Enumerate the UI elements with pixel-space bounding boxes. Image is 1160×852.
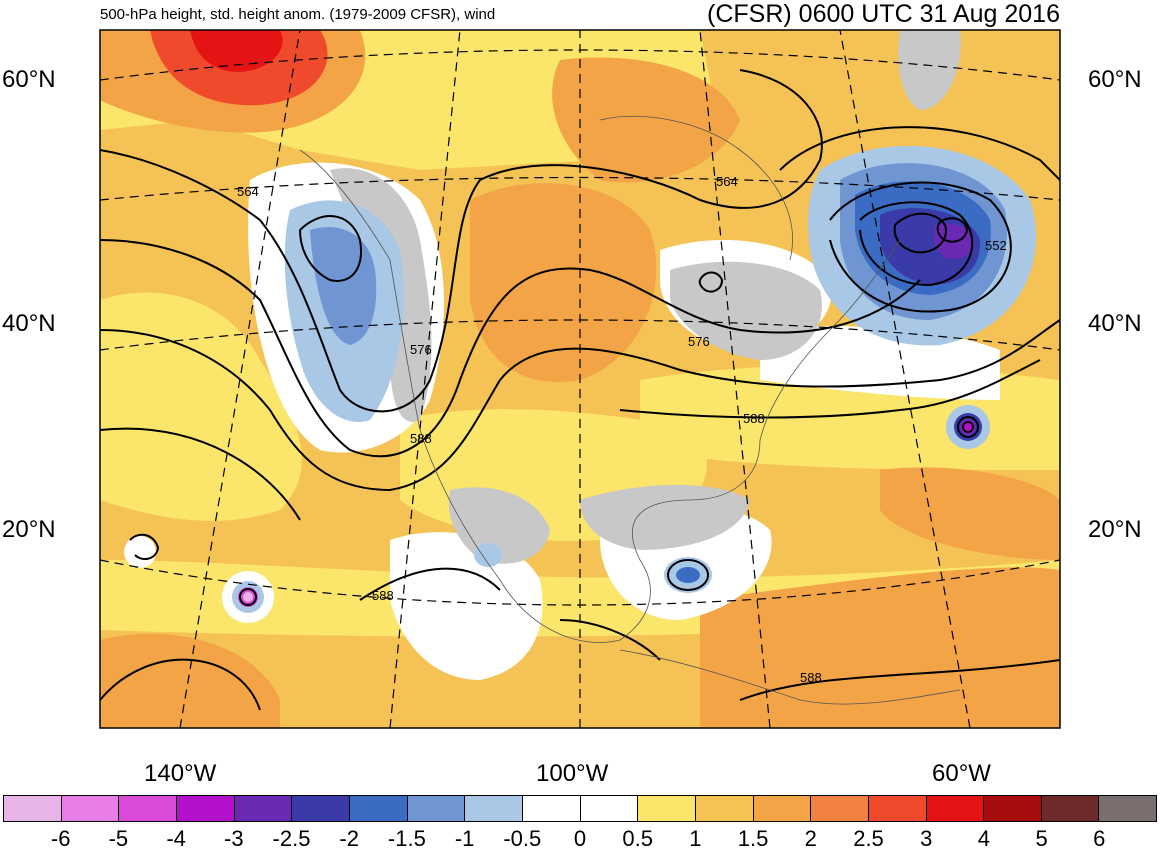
contour-label: 576 [688, 334, 710, 349]
contour-label: 552 [985, 238, 1007, 253]
terrain-gray-southeast [580, 485, 750, 550]
colorbar-swatch [61, 796, 120, 821]
anomaly-white-pacific-small [124, 536, 156, 568]
contour-label: 588 [743, 411, 765, 426]
colorbar-swatch [234, 796, 293, 821]
colorbar-tick-label: -0.5 [503, 826, 542, 851]
colorbar-swatch [695, 796, 754, 821]
colorbar-tick-label: 2 [804, 826, 817, 851]
colorbar-tick-label: 0.5 [622, 826, 653, 851]
lat-label-left-20n: 20°N [2, 516, 56, 543]
anomaly-baja-low [474, 543, 502, 567]
colorbar-swatch [292, 796, 350, 821]
anomaly-orange-central [470, 183, 657, 382]
lat-label-right-40n: 40°N [1088, 310, 1142, 337]
contour-label: 588 [800, 670, 822, 685]
colorbar-swatch [4, 796, 62, 821]
colorbar-tick-label: -2 [339, 826, 359, 851]
map-frame [99, 29, 1061, 729]
colorbar-swatch [984, 796, 1042, 821]
anomaly-orange-southwest [100, 633, 280, 728]
colorbar-tick-label: 1.5 [737, 826, 769, 851]
contour-label: 588 [410, 431, 432, 446]
anomaly-white-mexico [390, 532, 543, 680]
colorbar-swatch [522, 796, 581, 821]
colorbar-swatch [638, 796, 696, 821]
lat-label-right-20n: 20°N [1088, 516, 1142, 543]
colorbar-tick-label: 0 [573, 826, 587, 851]
colorbar-swatch [926, 796, 985, 821]
lat-label-left-40n: 40°N [2, 310, 56, 337]
anomaly-cyclone-pacific-core [243, 592, 253, 602]
anomaly-orange-north [552, 57, 740, 183]
colorbar-swatch [119, 796, 177, 821]
colorbar-swatch [1099, 796, 1157, 821]
colorbar-tick-label: 2.5 [853, 826, 884, 851]
colorbar-swatch [811, 796, 869, 821]
terrain-gray-east [670, 261, 822, 360]
anomaly-darkred-alaska [190, 30, 283, 72]
colorbar-swatch [407, 796, 466, 821]
colorbar-swatch [349, 796, 408, 821]
anomaly-yellow-west [100, 292, 302, 521]
contour-label: 564 [716, 174, 738, 189]
contour-label: 576 [410, 342, 432, 357]
anomaly-orange-southeast [700, 567, 1060, 728]
colorbar-tick-label: 3 [920, 826, 933, 851]
colorbar-tick-label: 5 [1035, 826, 1048, 851]
colorbar-tick-label: 4 [977, 826, 991, 851]
colorbar-swatch [868, 796, 927, 821]
colorbar-tick-label: -1.5 [387, 826, 426, 851]
lon-label-100w: 100°W [536, 760, 609, 787]
colorbar-tick-label: 1 [689, 826, 702, 851]
terrain-gray-greenland [898, 30, 961, 110]
colorbar [3, 795, 1157, 822]
map-title: (CFSR) 0600 UTC 31 Aug 2016 [707, 0, 1060, 28]
map-subtitle: 500-hPa height, std. height anom. (1979-… [100, 6, 496, 23]
lat-label-left-60n: 60°N [2, 66, 56, 93]
lat-label-right-60n: 60°N [1088, 66, 1142, 93]
graticule [100, 30, 1060, 728]
anomaly-gulf-low-inner [676, 567, 700, 583]
lon-label-60w: 60°W [932, 760, 991, 787]
colorbar-labels: -6 -5 -4 -3 -2.5 -2 -1.5 -1 -0.5 0 0.5 1 1.5 2 2.5 3 4 5 6 [3, 826, 1157, 851]
colorbar-tick-label: 6 [1093, 826, 1106, 851]
colorbar-swatch [580, 796, 639, 821]
colorbar-tick-label: -3 [224, 826, 244, 851]
contour-label: 564 [237, 184, 259, 199]
colorbar-tick-label: -2.5 [272, 826, 311, 851]
coastlines [299, 115, 961, 705]
colorbar-swatch [753, 796, 812, 821]
colorbar-tick-label: -4 [166, 826, 186, 851]
weather-map: 564 564 552 576 576 588 588 588 588 [99, 29, 1061, 729]
colorbar-tick-label: -1 [454, 826, 475, 851]
colorbar-swatch [1041, 796, 1100, 821]
colorbar-swatch [465, 796, 523, 821]
colorbar-tick-label: -6 [50, 826, 71, 851]
colorbar-swatch [176, 796, 235, 821]
terrain-gray-mexico [448, 487, 550, 564]
anomaly-blue-westcoast-inner [310, 226, 377, 345]
contour-label: 588 [372, 588, 394, 603]
contour-labels: 564 564 552 576 576 588 588 588 588 [237, 174, 1007, 685]
lon-label-140w: 140°W [144, 760, 217, 787]
colorbar-tick-label: -5 [108, 826, 129, 851]
anomaly-orange-east [880, 467, 1060, 560]
